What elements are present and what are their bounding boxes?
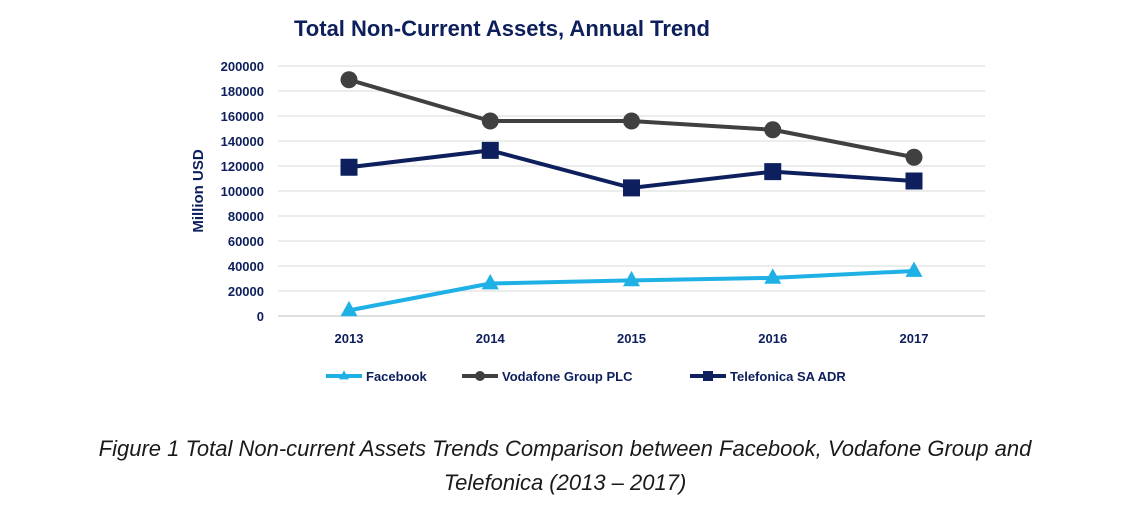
y-axis-ticks: 0 20000 40000 60000 80000 100000 120000 140000 1… (221, 59, 264, 324)
data-point (905, 172, 923, 190)
x-tick-label: 2013 (335, 331, 364, 346)
data-point (905, 148, 923, 166)
data-point (481, 274, 499, 290)
caption-line-1: Figure 1 Total Non-current Assets Trends… (98, 436, 1032, 461)
data-point (340, 158, 358, 176)
chart-title: Total Non-Current Assets, Annual Trend (294, 16, 710, 41)
y-tick-label: 160000 (221, 109, 264, 124)
x-axis-ticks: 2013 2014 2015 2016 2017 (335, 331, 929, 346)
series-telefonica-sa-adr (340, 141, 923, 197)
y-tick-label: 40000 (228, 259, 264, 274)
y-tick-label: 60000 (228, 234, 264, 249)
data-point (340, 300, 358, 317)
data-point (340, 71, 358, 89)
legend: Facebook Vodafone Group PLC Telefonica SA … (326, 369, 846, 384)
data-point (481, 141, 499, 159)
x-tick-label: 2014 (476, 331, 506, 346)
y-tick-label: 100000 (221, 184, 264, 199)
line-chart: Total Non-Current Assets, Annual Trend M… (190, 16, 985, 384)
y-tick-label: 0 (257, 309, 264, 324)
series-group (340, 71, 923, 317)
legend-marker (475, 371, 485, 381)
legend-marker (339, 370, 349, 380)
data-point (623, 179, 640, 197)
y-tick-label: 140000 (221, 134, 264, 149)
data-point (764, 268, 782, 284)
x-tick-label: 2015 (617, 331, 646, 346)
figure-caption: Figure 1 Total Non-current Assets Trends… (0, 432, 1130, 500)
x-tick-label: 2017 (900, 331, 929, 346)
series-vodafone-group-plc (340, 71, 923, 166)
y-tick-label: 20000 (228, 284, 264, 299)
legend-item: Telefonica SA ADR (690, 369, 846, 384)
legend-item: Vodafone Group PLC (462, 369, 633, 384)
data-point (764, 163, 782, 181)
data-point (623, 270, 640, 287)
y-tick-label: 80000 (228, 209, 264, 224)
x-tick-label: 2016 (758, 331, 787, 346)
y-tick-label: 120000 (221, 159, 264, 174)
data-point (481, 112, 499, 130)
legend-label: Facebook (366, 369, 427, 384)
y-tick-label: 200000 (221, 59, 264, 74)
caption-line-2: Telefonica (2013 – 2017) (443, 470, 687, 495)
legend-item: Facebook (326, 369, 427, 384)
data-point (905, 261, 923, 277)
y-axis-label: Million USD (190, 149, 207, 232)
data-point (623, 112, 640, 130)
y-tick-label: 180000 (221, 84, 264, 99)
legend-label: Telefonica SA ADR (730, 369, 846, 384)
legend-label: Vodafone Group PLC (502, 369, 633, 384)
data-point (764, 121, 782, 139)
legend-marker (703, 371, 713, 381)
series-facebook (340, 261, 923, 317)
